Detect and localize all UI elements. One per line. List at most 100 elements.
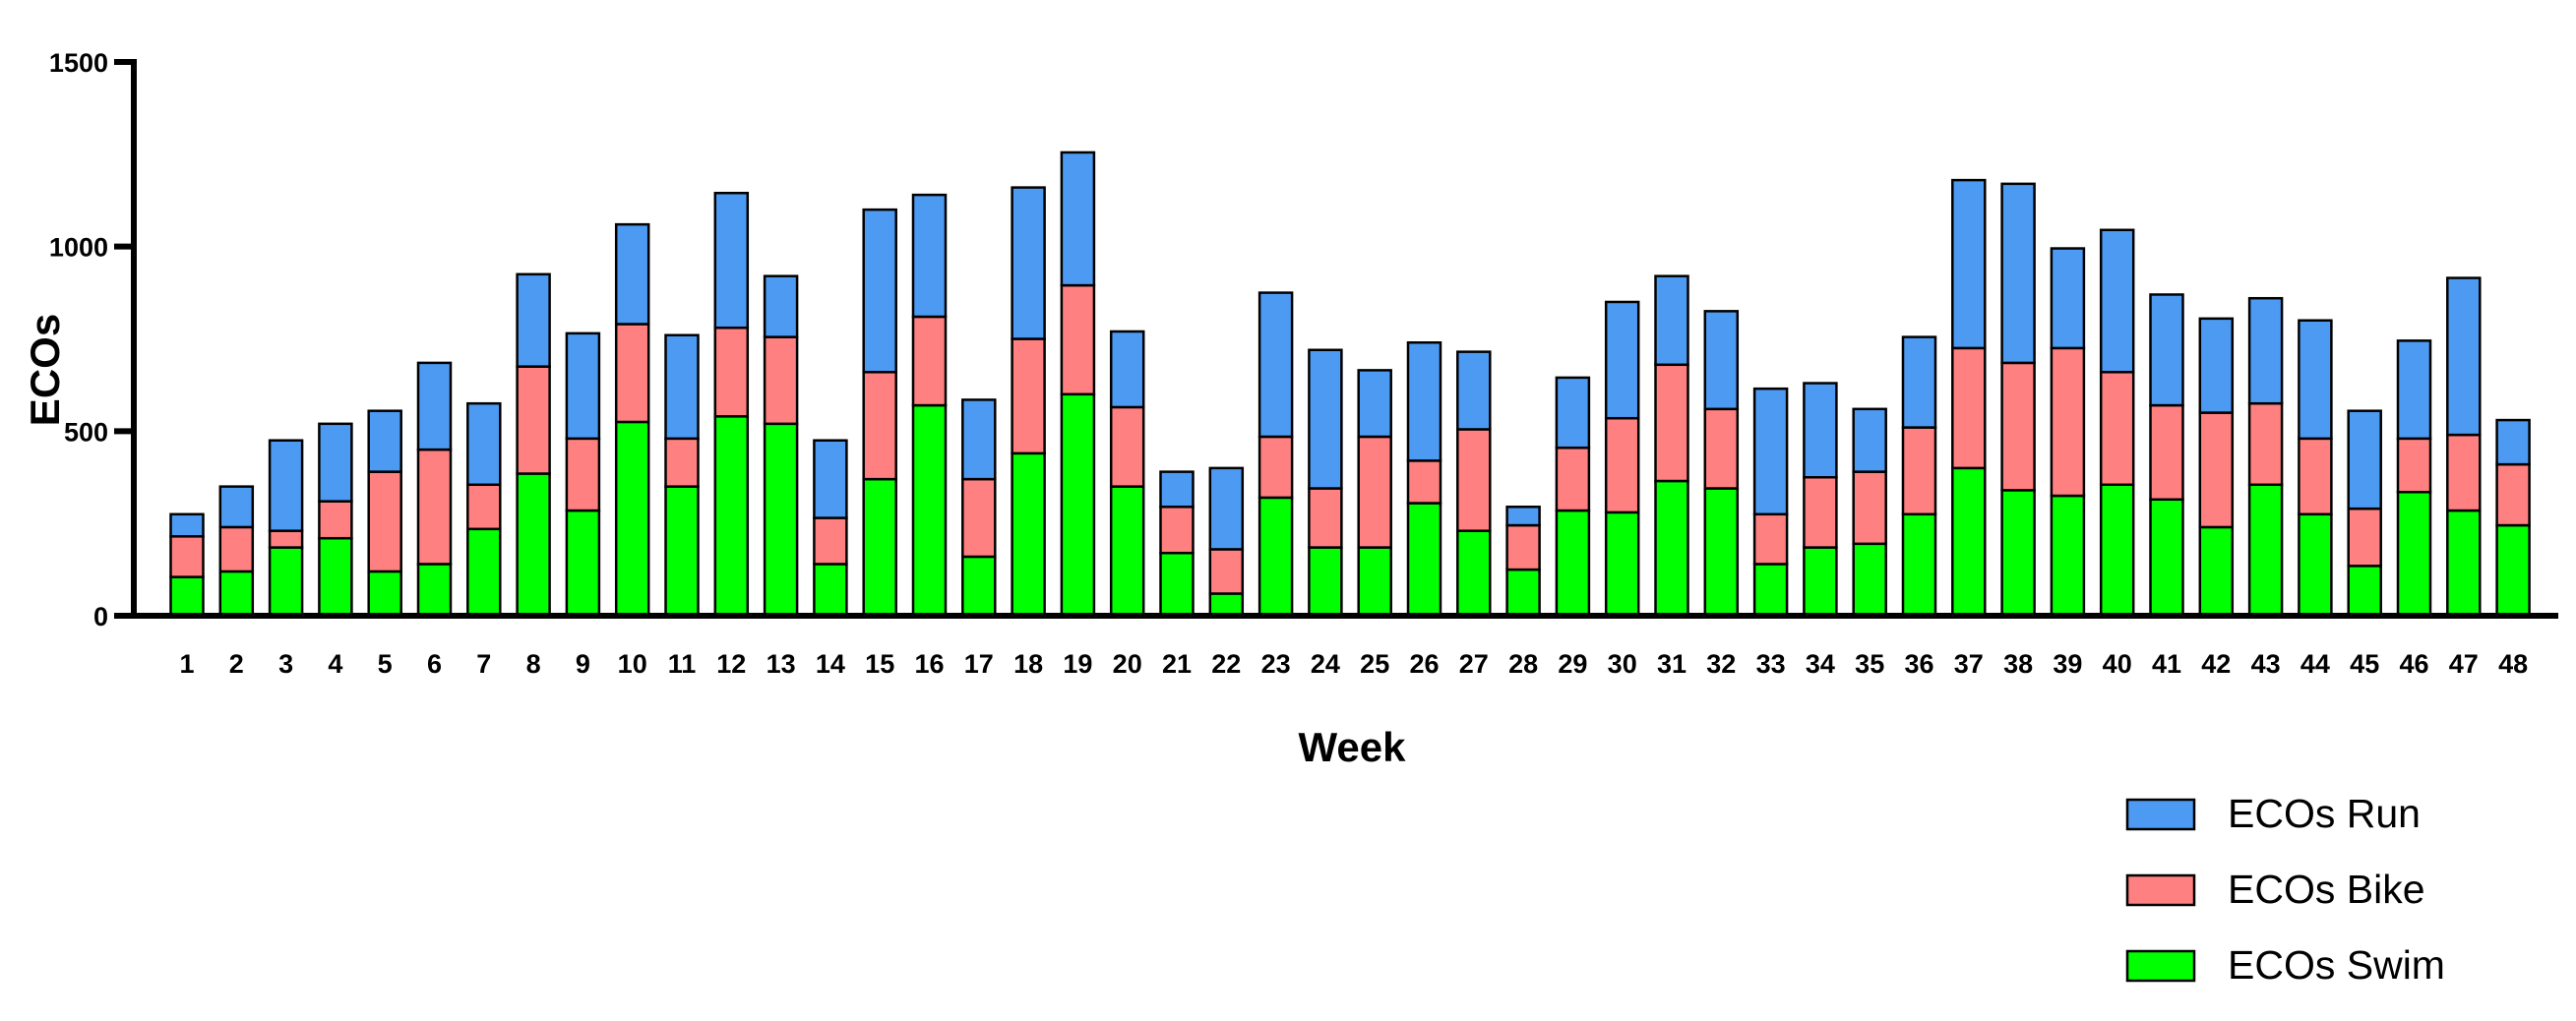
- bar-ecos-swim: [813, 563, 848, 618]
- bar-ecos-swim: [1803, 546, 1838, 618]
- bar-ecos-run: [2446, 276, 2482, 437]
- bar-ecos-swim: [318, 536, 353, 618]
- bar-ecos-swim: [466, 527, 502, 618]
- bar-ecos-run: [2396, 339, 2432, 441]
- bar-ecos-run: [416, 361, 453, 451]
- x-tick-label: 6: [427, 649, 442, 679]
- x-tick-label: 35: [1855, 649, 1884, 679]
- x-tick-label: 10: [618, 649, 647, 679]
- x-tick-label: 33: [1756, 649, 1786, 679]
- bar-ecos-bike: [2000, 361, 2036, 492]
- bar-ecos-run: [1257, 291, 1294, 439]
- bar-ecos-bike: [2099, 371, 2135, 487]
- x-tick-label: 36: [1904, 649, 1933, 679]
- y-axis-title: ECOs: [22, 314, 68, 426]
- bar-ecos-bike: [1752, 512, 1789, 566]
- bar-ecos-swim: [2149, 498, 2184, 618]
- y-tick-label: 500: [64, 417, 108, 447]
- bar-ecos-swim: [1308, 546, 1343, 618]
- bar-ecos-swim: [1406, 502, 1442, 618]
- x-tick-label: 18: [1013, 649, 1043, 679]
- bar-ecos-bike: [466, 483, 502, 531]
- bar-ecos-bike: [416, 448, 453, 566]
- y-axis-ticks: 0 500 1000 1500: [49, 48, 134, 631]
- legend-swatch: [2125, 873, 2196, 907]
- x-tick-label: 42: [2201, 649, 2231, 679]
- bar-ecos-run: [516, 272, 551, 368]
- bar-ecos-run: [169, 512, 205, 538]
- bar-ecos-bike: [664, 437, 700, 488]
- x-axis-title: Week: [1299, 724, 1407, 770]
- bar-ecos-swim: [169, 575, 205, 618]
- bar-ecos-bike: [1308, 487, 1343, 549]
- bar-ecos-bike: [1406, 459, 1442, 505]
- bar-ecos-run: [1011, 186, 1046, 340]
- bar-ecos-bike: [2396, 437, 2432, 494]
- bar-ecos-swim: [1060, 392, 1096, 618]
- legend: ECOs Run ECOs Bike ECOs Swim: [2125, 791, 2445, 988]
- bar-ecos-swim: [713, 415, 750, 618]
- x-tick-label: 13: [767, 649, 796, 679]
- bar-ecos-swim: [2396, 491, 2432, 618]
- bar-ecos-swim: [664, 485, 700, 618]
- bar-ecos-swim: [268, 546, 304, 618]
- x-tick-label: 45: [2350, 649, 2379, 679]
- x-tick-label: 3: [278, 649, 293, 679]
- bar-ecos-run: [1654, 274, 1689, 367]
- bar-ecos-run: [1109, 330, 1145, 409]
- x-tick-label: 9: [576, 649, 590, 679]
- bar-ecos-swim: [1011, 451, 1046, 618]
- bar-ecos-swim: [2347, 565, 2382, 618]
- bar-ecos-run: [1308, 348, 1343, 490]
- x-tick-label: 1: [179, 649, 194, 679]
- bar-ecos-run: [1852, 407, 1887, 473]
- bar-ecos-bike: [1060, 283, 1096, 396]
- bar-ecos-swim: [2099, 483, 2135, 618]
- bar-ecos-run: [1208, 466, 1245, 551]
- bar-ecos-bike: [862, 371, 897, 481]
- x-tick-label: 4: [328, 649, 342, 679]
- bar-ecos-swim: [1901, 512, 1937, 618]
- bar-ecos-bike: [614, 323, 650, 424]
- bar-ecos-run: [565, 331, 601, 441]
- bar-ecos-swim: [1357, 546, 1392, 618]
- x-tick-label: 41: [2152, 649, 2181, 679]
- x-tick-label: 31: [1657, 649, 1687, 679]
- bar-ecos-bike: [1257, 435, 1294, 500]
- bar-ecos-swim: [1654, 479, 1689, 618]
- bar-ecos-run: [2099, 228, 2135, 374]
- bar-ecos-bike: [1159, 506, 1195, 555]
- bar-ecos-bike: [218, 525, 255, 573]
- bar-ecos-bike: [1109, 405, 1145, 488]
- bar-ecos-swim: [367, 570, 402, 618]
- bar-ecos-run: [1159, 470, 1195, 509]
- bar-ecos-bike: [2247, 401, 2284, 487]
- bar-ecos-bike: [1011, 337, 1046, 455]
- bar-ecos-run: [664, 333, 700, 441]
- bar-ecos-run: [1803, 382, 1838, 479]
- bar-ecos-bike: [2198, 411, 2235, 529]
- bar-ecos-bike: [911, 315, 948, 407]
- bar-ecos-run: [1901, 335, 1937, 429]
- bar-ecos-bike: [268, 529, 304, 549]
- x-tick-labels: 1 2 3 4 5 6 7 8 9 10 11 12 13 14 15 16 17 18 19 20 21 22 23 24 2…: [179, 649, 2528, 679]
- bar-ecos-run: [614, 222, 650, 326]
- bar-ecos-run: [961, 398, 997, 481]
- x-tick-label: 39: [2053, 649, 2082, 679]
- legend-swatch: [2125, 798, 2196, 831]
- bar-ecos-bike: [2495, 462, 2531, 527]
- x-tick-label: 34: [1806, 649, 1835, 679]
- bar-ecos-run: [1951, 178, 1987, 350]
- x-tick-label: 24: [1311, 649, 1340, 679]
- bar-ecos-run: [466, 401, 502, 487]
- y-tick-label: 0: [93, 602, 108, 631]
- bar-ecos-bike: [2446, 433, 2482, 512]
- bar-ecos-run: [2298, 319, 2333, 441]
- bars-layer: [169, 150, 2531, 618]
- bar-ecos-bike: [2347, 507, 2382, 568]
- bar-ecos-run: [268, 439, 304, 532]
- x-tick-label: 48: [2498, 649, 2528, 679]
- x-tick-label: 46: [2399, 649, 2428, 679]
- legend-label: ECOs Swim: [2228, 942, 2445, 988]
